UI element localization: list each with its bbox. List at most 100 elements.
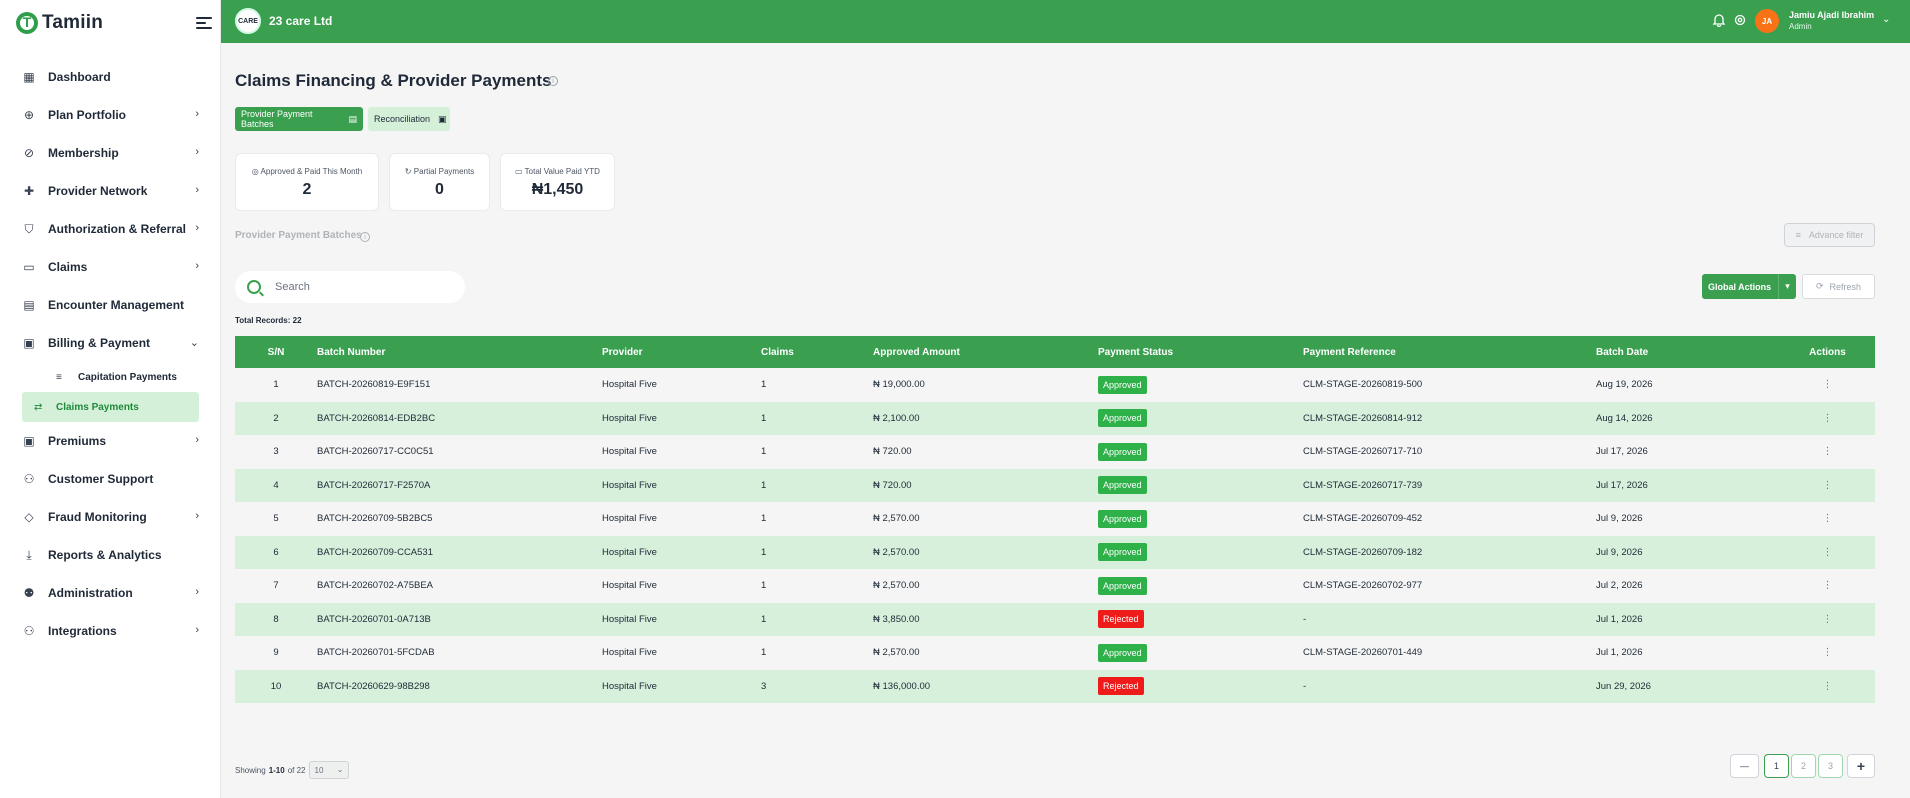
table-row[interactable]: 2 BATCH-20260814-EDB2BC Hospital Five 1 ₦ 2,… xyxy=(235,401,1875,435)
table-cell: BATCH-20260717-F2570A xyxy=(317,479,431,491)
showing-prefix: Showing xyxy=(235,765,266,775)
status-cell: Approved xyxy=(1098,409,1303,428)
page-size-select[interactable]: 10 ⌄ xyxy=(308,761,349,779)
chevron-down-icon[interactable]: ▾ xyxy=(1778,274,1796,299)
money-icon: ▣ xyxy=(23,434,35,448)
sidebar-item-integrations[interactable]: ⚇ Integrations › xyxy=(0,612,221,650)
table-cell: BATCH-20260814-EDB2BC xyxy=(317,412,436,424)
top-bar: CARE 23 care Ltd JA Jamiu Ajadi Ibrahim … xyxy=(221,0,1910,43)
sidebar-item-dashboard[interactable]: ▦ Dashboard xyxy=(0,58,221,96)
folder-icon: ▭ xyxy=(23,260,35,274)
table-cell: 3 xyxy=(761,680,767,692)
refresh-button[interactable]: ⟳ Refresh xyxy=(1802,274,1875,299)
prev-page-button[interactable]: — xyxy=(1730,754,1759,778)
row-actions-kebab-icon[interactable]: ⋮ xyxy=(1822,647,1833,659)
table-row[interactable]: 4 BATCH-20260717-F2570A Hospital Five 1 ₦ 72… xyxy=(235,468,1875,502)
sidebar-item-plan-portfolio[interactable]: ⊕ Plan Portfolio › xyxy=(0,96,221,134)
table-row[interactable]: 8 BATCH-20260701-0A713B Hospital Five 1 ₦ 3,… xyxy=(235,602,1875,636)
row-actions-kebab-icon[interactable]: ⋮ xyxy=(1822,379,1833,391)
table-cell: Jul 9, 2026 xyxy=(1596,546,1643,558)
status-badge: Approved xyxy=(1098,442,1147,461)
user-role: Admin xyxy=(1789,22,1812,31)
table-row[interactable]: 9 BATCH-20260701-5FCDAB Hospital Five 1 ₦ 2,… xyxy=(235,636,1875,670)
info-icon[interactable]: i xyxy=(548,76,558,86)
pagination-summary: Showing 1-10 of 22 10 ⌄ xyxy=(235,761,349,779)
table-row[interactable]: 3 BATCH-20260717-CC0C51 Hospital Five 1 ₦ 72… xyxy=(235,435,1875,469)
refresh-icon: ↻ xyxy=(404,167,412,176)
sidebar-item-membership[interactable]: ⊘ Membership › xyxy=(0,134,221,172)
transfer-icon: ⇄ xyxy=(34,401,43,413)
table-row[interactable]: 5 BATCH-20260709-5B2BC5 Hospital Five 1 ₦ 2,… xyxy=(235,502,1875,536)
stat-value: 0 xyxy=(435,181,444,198)
wallet-icon: ▣ xyxy=(438,113,447,124)
table-cell: CLM-STAGE-20260717-710 xyxy=(1303,446,1423,458)
table-cell: 1 xyxy=(273,379,279,391)
status-badge: Rejected xyxy=(1098,677,1144,696)
sidebar-subitem-claims-payments[interactable]: ⇄ Claims Payments xyxy=(22,392,199,422)
row-actions-kebab-icon[interactable]: ⋮ xyxy=(1822,412,1833,424)
table-cell: 1 xyxy=(761,546,767,558)
status-badge: Approved xyxy=(1098,543,1147,562)
table-cell: ₦ 720.00 xyxy=(873,446,912,458)
company-name: 23 care Ltd xyxy=(269,14,333,28)
user-menu-chevron-down-icon[interactable]: ⌄ xyxy=(1882,14,1891,25)
sidebar-collapse-icon[interactable] xyxy=(196,17,212,31)
next-page-button[interactable]: + xyxy=(1847,754,1875,778)
status-cell: Approved xyxy=(1098,576,1303,595)
avatar[interactable]: JA xyxy=(1755,9,1779,33)
row-actions-kebab-icon[interactable]: ⋮ xyxy=(1822,580,1833,592)
sidebar-item-label: Plan Portfolio xyxy=(48,108,126,122)
tab-provider-payment-batches[interactable]: Provider Payment Batches ▤ xyxy=(235,107,363,131)
table-cell: Hospital Five xyxy=(602,613,657,625)
sidebar-item-authorization-referral[interactable]: ⛉ Authorization & Referral › xyxy=(0,210,221,248)
sidebar-item-label: Claims xyxy=(48,260,88,274)
info-icon[interactable]: i xyxy=(360,232,370,242)
table-row[interactable]: 7 BATCH-20260702-A75BEA Hospital Five 1 ₦ 2,… xyxy=(235,569,1875,603)
global-actions-button[interactable]: Global Actions ▾ xyxy=(1702,274,1796,299)
sidebar-item-fraud-monitoring[interactable]: ◇ Fraud Monitoring › xyxy=(0,498,221,536)
row-actions-kebab-icon[interactable]: ⋮ xyxy=(1822,446,1833,458)
row-actions-kebab-icon[interactable]: ⋮ xyxy=(1822,680,1833,692)
sidebar-item-label: Integrations xyxy=(48,624,117,638)
row-actions-kebab-icon[interactable]: ⋮ xyxy=(1822,613,1833,625)
chevron-right-icon: › xyxy=(195,260,199,272)
advance-filter-button[interactable]: ≡ Advance filter xyxy=(1784,223,1875,247)
table-cell: Jul 1, 2026 xyxy=(1596,613,1643,625)
column-header: Provider xyxy=(602,346,643,358)
table-cell: BATCH-20260701-0A713B xyxy=(317,613,431,625)
notification-bell-icon[interactable] xyxy=(1711,13,1727,29)
row-actions-kebab-icon[interactable]: ⋮ xyxy=(1822,546,1833,558)
tab-reconciliation[interactable]: Reconciliation ▣ xyxy=(368,107,450,131)
row-actions-kebab-icon[interactable]: ⋮ xyxy=(1822,513,1833,525)
sidebar-item-customer-support[interactable]: ⚇ Customer Support xyxy=(0,460,221,498)
table-cell: ₦ 2,570.00 xyxy=(873,546,920,558)
table-cell: Aug 14, 2026 xyxy=(1596,412,1653,424)
sidebar-item-label: Fraud Monitoring xyxy=(48,510,147,524)
sidebar-item-encounter-management[interactable]: ▤ Encounter Management xyxy=(0,286,221,324)
sidebar-item-claims[interactable]: ▭ Claims › xyxy=(0,248,221,286)
sidebar-item-reports-analytics[interactable]: ⤓ Reports & Analytics xyxy=(0,536,221,574)
table-cell: Hospital Five xyxy=(602,479,657,491)
sidebar-item-billing-payment[interactable]: ▣ Billing & Payment ⌄ xyxy=(0,324,221,362)
sidebar-item-provider-network[interactable]: ✚ Provider Network › xyxy=(0,172,221,210)
page-2-button[interactable]: 2 xyxy=(1791,754,1816,778)
table-row[interactable]: 10 BATCH-20260629-98B298 Hospital Five 3 ₦ 1… xyxy=(235,669,1875,703)
user-cog-icon: ⚉ xyxy=(23,586,35,600)
refresh-label: Refresh xyxy=(1829,281,1862,292)
table-row[interactable]: 6 BATCH-20260709-CCA531 Hospital Five 1 ₦ 2,… xyxy=(235,535,1875,569)
page-3-button[interactable]: 3 xyxy=(1818,754,1843,778)
stat-value: ₦1,450 xyxy=(531,181,584,198)
users-icon: ⚇ xyxy=(23,472,35,486)
sidebar-item-administration[interactable]: ⚉ Administration › xyxy=(0,574,221,612)
table-cell: CLM-STAGE-20260709-182 xyxy=(1303,546,1423,558)
page-1-button[interactable]: 1 xyxy=(1764,754,1789,778)
chevron-right-icon: › xyxy=(195,510,199,522)
search-input[interactable] xyxy=(275,281,445,293)
company-logo: CARE xyxy=(235,8,261,34)
settings-gear-icon[interactable] xyxy=(1732,13,1748,29)
sidebar-subitem-capitation-payments[interactable]: ≡ Capitation Payments xyxy=(22,362,199,392)
brand[interactable]: Tamiin xyxy=(16,12,103,34)
sidebar-item-premiums[interactable]: ▣ Premiums › xyxy=(0,422,221,460)
row-actions-kebab-icon[interactable]: ⋮ xyxy=(1822,479,1833,491)
table-row[interactable]: 1 BATCH-20260819-E9F151 Hospital Five 1 ₦ 19… xyxy=(235,368,1875,402)
